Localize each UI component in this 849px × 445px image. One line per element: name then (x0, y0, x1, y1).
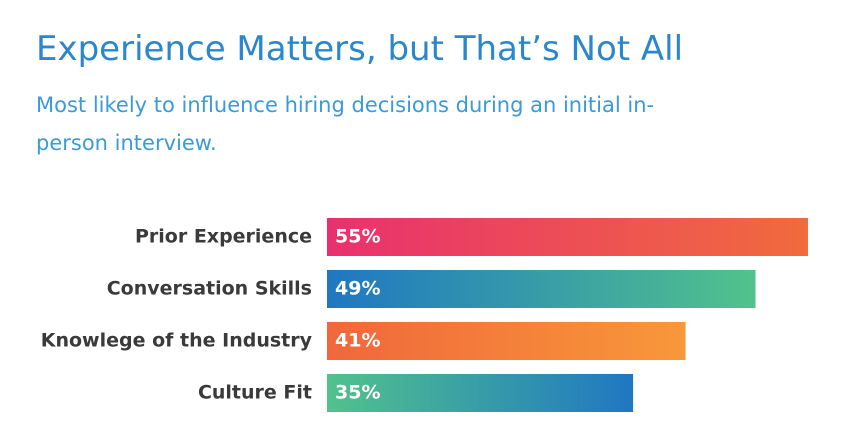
category-label: Conversation Skills (107, 278, 312, 300)
bar (327, 322, 686, 360)
value-label: 35% (335, 382, 380, 404)
chart-subtitle: Most likely to influence hiring decision… (36, 93, 654, 117)
value-label: 41% (335, 330, 380, 352)
category-label: Prior Experience (135, 226, 312, 248)
category-label: Culture Fit (198, 382, 312, 404)
bar (327, 270, 756, 308)
bar (327, 374, 634, 412)
bar (327, 218, 808, 256)
value-label: 49% (335, 278, 380, 300)
value-label: 55% (335, 226, 380, 248)
chart-title: Experience Matters, but That’s Not All (36, 29, 683, 69)
chart-subtitle: person interview. (36, 131, 217, 155)
category-label: Knowlege of the Industry (41, 330, 313, 352)
